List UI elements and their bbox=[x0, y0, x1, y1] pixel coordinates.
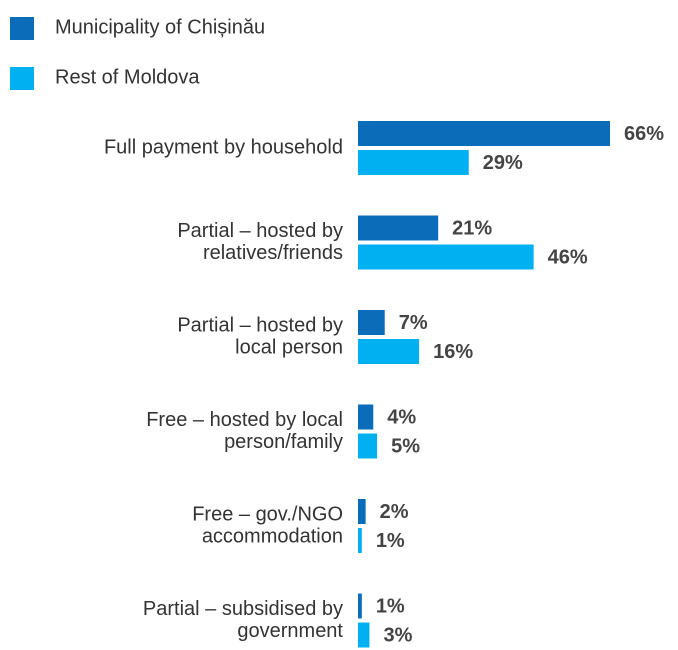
category-label: Full payment by household bbox=[104, 136, 343, 158]
category-label: local person bbox=[235, 336, 343, 358]
bar bbox=[358, 499, 366, 524]
category-label: Free – gov./NGO bbox=[192, 503, 343, 525]
bar bbox=[358, 121, 610, 146]
bar bbox=[358, 433, 378, 459]
category-label: Partial – hosted by bbox=[177, 220, 343, 242]
value-label: 46% bbox=[548, 246, 588, 268]
bar bbox=[358, 310, 385, 335]
bar bbox=[358, 622, 370, 648]
legend-label: Municipality of Chișinău bbox=[55, 16, 265, 38]
category-label: person/family bbox=[224, 431, 343, 453]
value-label: 4% bbox=[387, 406, 416, 428]
value-label: 1% bbox=[376, 595, 405, 617]
value-label: 21% bbox=[452, 217, 492, 239]
bar bbox=[358, 528, 362, 553]
category-label: government bbox=[237, 620, 343, 642]
value-label: 7% bbox=[399, 312, 428, 334]
bar bbox=[358, 150, 469, 175]
category-label: Partial – subsidised by bbox=[143, 598, 343, 620]
bar bbox=[358, 215, 439, 241]
bar bbox=[358, 339, 420, 364]
legend-swatch bbox=[10, 17, 34, 40]
bar bbox=[358, 244, 534, 270]
category-label: Free – hosted by local bbox=[146, 409, 343, 431]
value-label: 3% bbox=[383, 624, 412, 646]
value-label: 16% bbox=[433, 341, 473, 363]
category-label: Partial – hosted by bbox=[177, 314, 343, 336]
legend-label: Rest of Moldova bbox=[55, 66, 200, 88]
category-label: accommodation bbox=[202, 525, 343, 547]
bar bbox=[358, 593, 362, 619]
value-label: 2% bbox=[380, 501, 409, 523]
value-label: 5% bbox=[391, 435, 420, 457]
value-label: 66% bbox=[624, 123, 664, 145]
category-label: relatives/friends bbox=[203, 242, 343, 264]
value-label: 29% bbox=[483, 152, 523, 174]
bar bbox=[358, 404, 374, 430]
value-label: 1% bbox=[376, 530, 405, 552]
legend-swatch bbox=[10, 67, 34, 90]
